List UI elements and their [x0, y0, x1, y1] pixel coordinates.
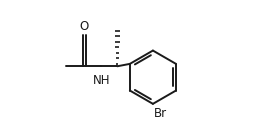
Text: Br: Br — [154, 107, 167, 120]
Text: NH: NH — [93, 74, 110, 87]
Text: O: O — [79, 20, 89, 33]
